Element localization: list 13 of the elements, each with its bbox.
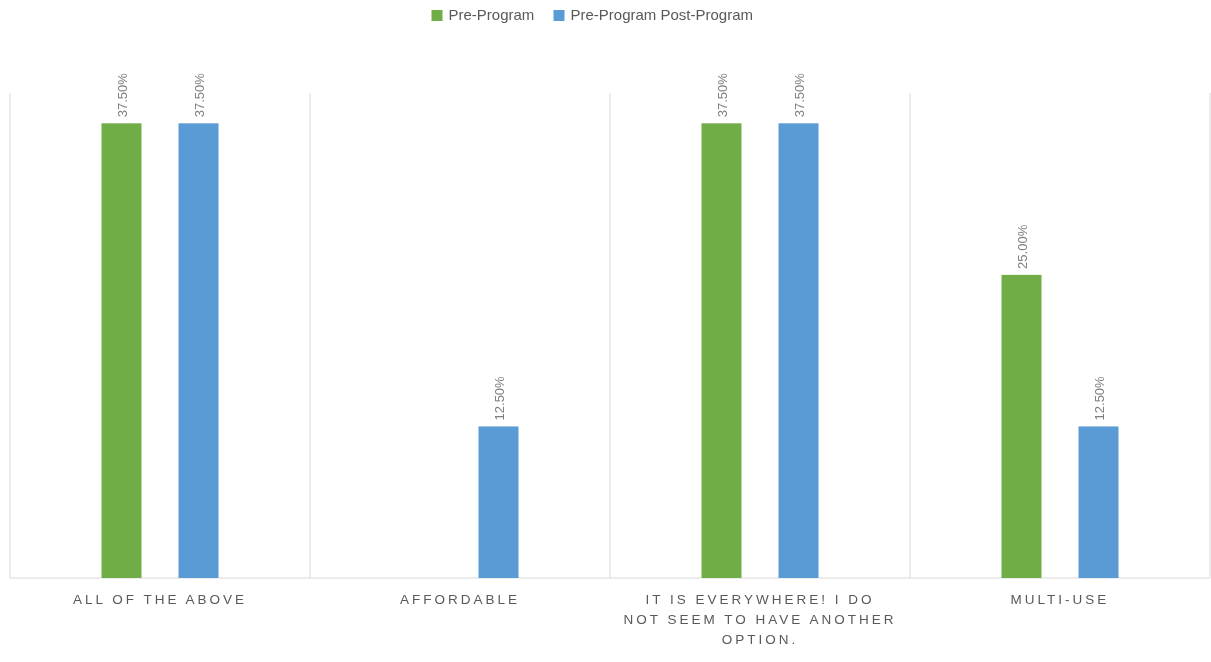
data-label: 25.00% bbox=[1014, 224, 1030, 269]
data-label: 12.50% bbox=[491, 375, 507, 421]
x-tick-label: ALL OF THE ABOVE bbox=[72, 592, 248, 607]
data-label: 37.50% bbox=[791, 72, 807, 118]
data-label: 37.50% bbox=[191, 72, 207, 118]
x-tick-label: IT IS EVERYWHERE! I DO NOT SEEM TO HAVE ANOTHER OPTION. bbox=[623, 592, 897, 647]
data-label: 37.50% bbox=[114, 72, 130, 118]
x-tick-label: AFFORDABLE bbox=[399, 592, 521, 607]
data-label: 12.50% bbox=[1091, 375, 1107, 421]
legend-label: Pre-Program Post-Program bbox=[570, 6, 754, 23]
data-label: 37.50% bbox=[714, 72, 730, 118]
legend-label: Pre-Program bbox=[448, 6, 535, 23]
x-tick-label: MULTI-USE bbox=[1010, 592, 1110, 607]
